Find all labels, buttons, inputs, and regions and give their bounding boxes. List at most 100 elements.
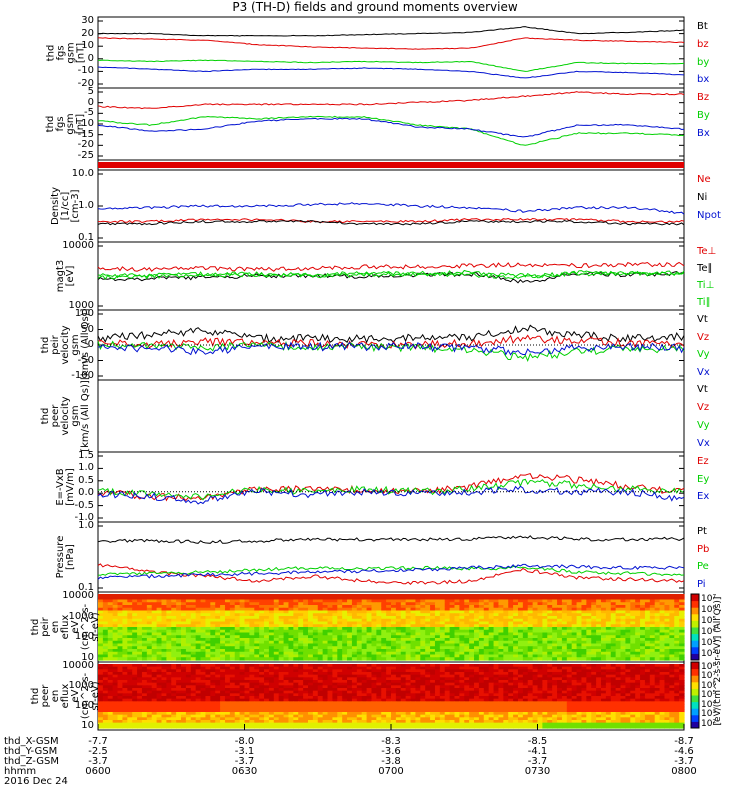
ion-spectrogram-cell	[674, 616, 680, 620]
electron-spectrogram-cell	[298, 680, 304, 684]
ion-spectrogram-cell	[439, 596, 446, 601]
electron-spectrogram-cell	[244, 706, 250, 710]
ion-spectrogram-cell	[307, 629, 314, 634]
electron-spectrogram-cell	[322, 685, 329, 689]
electron-spectrogram-cell	[591, 696, 597, 700]
ion-spectrogram-cell	[420, 594, 426, 598]
electron-spectrogram-cell	[229, 693, 236, 697]
ion-spectrogram-cell	[381, 596, 387, 601]
electron-spectrogram-cell	[537, 696, 543, 700]
ion-spectrogram-cell	[557, 610, 563, 614]
electron-spectrogram-cell	[351, 682, 358, 686]
ion-spectrogram-cell	[434, 651, 441, 656]
electron-spectrogram-cell	[649, 666, 656, 670]
electron-spectrogram-cell	[283, 698, 290, 702]
ion-spectrogram-cell	[229, 627, 236, 631]
electron-spectrogram-cell	[210, 682, 216, 686]
electron-spectrogram-cell	[635, 704, 641, 708]
electron-spectrogram-cell	[483, 682, 490, 686]
electron-spectrogram-cell	[298, 664, 304, 668]
ion-spectrogram-cell	[234, 599, 241, 603]
ion-spectrogram-cell	[444, 605, 451, 609]
electron-spectrogram-cell	[679, 704, 685, 708]
electron-spectrogram-cell	[640, 677, 646, 681]
electron-spectrogram-cell	[371, 685, 377, 689]
ion-spectrogram-cell	[112, 621, 119, 625]
ion-spectrogram-cell	[513, 596, 519, 601]
ion-spectrogram-cell	[557, 607, 563, 612]
ion-spectrogram-cell	[459, 627, 465, 631]
ion-spectrogram-cell	[107, 629, 114, 634]
electron-spectrogram-cell	[127, 706, 133, 710]
ion-spectrogram-cell	[474, 594, 480, 598]
electron-spectrogram-cell	[434, 664, 441, 668]
electron-spectrogram-cell	[356, 672, 363, 676]
electron-spectrogram-cell	[307, 701, 314, 705]
ion-spectrogram-cell	[644, 610, 651, 614]
ion-spectrogram-cell	[483, 624, 490, 628]
ion-spectrogram-cell	[586, 602, 592, 606]
ion-spectrogram-cell	[566, 594, 573, 598]
ion-spectrogram-cell	[220, 607, 226, 612]
electron-spectrogram-cell	[293, 706, 299, 710]
electron-spectrogram-cell	[200, 704, 207, 708]
electron-spectrogram-cell	[552, 666, 558, 670]
ion-spectrogram-cell	[161, 657, 167, 661]
ion-spectrogram-cell	[249, 613, 255, 617]
ion-spectrogram-cell	[474, 643, 480, 647]
electron-spectrogram-cell	[493, 666, 500, 670]
ion-spectrogram-cell	[674, 602, 680, 606]
electron-spectrogram-cell	[361, 688, 368, 692]
ion-spectrogram-cell	[176, 629, 182, 634]
ion-spectrogram-cell	[508, 632, 514, 636]
ion-spectrogram-cell	[415, 624, 421, 628]
ion-spectrogram-cell	[547, 610, 553, 614]
ion-spectrogram-cell	[581, 632, 587, 636]
ion-spectrogram-cell	[615, 657, 622, 661]
electron-spectrogram-cell	[415, 677, 421, 681]
electron-spectrogram-cell	[307, 685, 314, 689]
electron-spectrogram-cell	[288, 698, 294, 702]
ion-spectrogram-cell	[508, 602, 514, 606]
ion-spectrogram-cell	[649, 646, 656, 650]
ion-spectrogram-cell	[161, 635, 167, 639]
ion-spectrogram-cell	[293, 651, 299, 656]
electron-spectrogram-cell	[137, 704, 143, 708]
ion-spectrogram-cell	[141, 640, 148, 645]
ion-spectrogram-cell	[498, 629, 504, 634]
electron-spectrogram-cell	[278, 685, 285, 689]
ion-spectrogram-cell	[229, 651, 236, 656]
electron-spectrogram-cell	[640, 693, 646, 697]
ion-spectrogram-cell	[166, 594, 172, 598]
ion-spectrogram-cell	[444, 627, 451, 631]
ion-spectrogram-cell	[669, 635, 675, 639]
ion-spectrogram-cell	[478, 646, 485, 650]
ion-spectrogram-cell	[107, 635, 114, 639]
electron-spectrogram-cell	[571, 666, 578, 670]
ion-spectrogram-cell	[679, 654, 685, 658]
electron-spectrogram-cell	[644, 674, 651, 678]
ion-spectrogram-cell	[493, 596, 500, 601]
electron-spectrogram-cell	[215, 704, 221, 708]
panel-frame	[97, 521, 685, 593]
electron-spectrogram-cell	[102, 701, 109, 705]
ion-spectrogram-cell	[498, 602, 504, 606]
ion-spectrogram-cell	[571, 621, 578, 625]
ion-spectrogram-cell	[151, 640, 158, 645]
electron-spectrogram-cell	[469, 701, 475, 705]
ion-spectrogram-cell	[347, 635, 353, 639]
ion-spectrogram-cell	[542, 640, 548, 645]
ion-spectrogram-cell	[420, 607, 426, 612]
electron-spectrogram-cell	[151, 664, 158, 668]
electron-spectrogram-cell	[425, 682, 431, 686]
ion-spectrogram-cell	[337, 616, 343, 620]
ion-spectrogram-cell	[674, 632, 680, 636]
electron-spectrogram-cell	[117, 666, 124, 670]
electron-spectrogram-cell	[337, 672, 343, 676]
ion-spectrogram-cell	[425, 605, 431, 609]
ion-spectrogram-cell	[644, 632, 651, 636]
ion-spectrogram-cell	[234, 649, 241, 653]
electron-spectrogram-cell	[381, 680, 387, 684]
ion-spectrogram-cell	[107, 643, 114, 647]
electron-spectrogram-cell	[376, 701, 382, 705]
